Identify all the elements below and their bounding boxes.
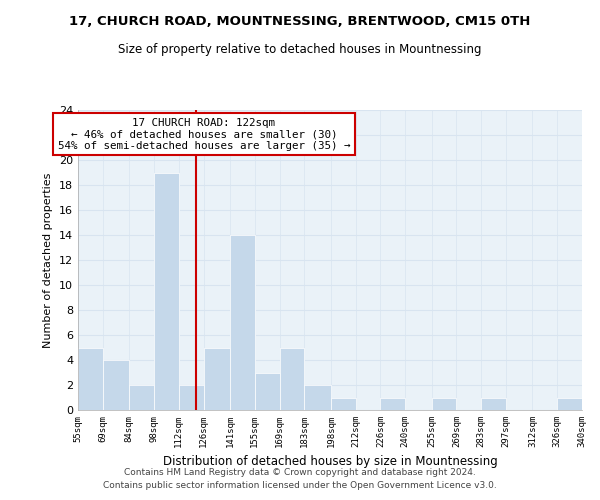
Text: Size of property relative to detached houses in Mountnessing: Size of property relative to detached ho… bbox=[118, 42, 482, 56]
Bar bbox=[255, 372, 280, 410]
Text: Contains HM Land Registry data © Crown copyright and database right 2024.
Contai: Contains HM Land Registry data © Crown c… bbox=[103, 468, 497, 490]
Bar bbox=[230, 235, 255, 410]
Bar bbox=[103, 360, 129, 410]
Bar bbox=[304, 385, 331, 410]
Bar bbox=[431, 398, 457, 410]
Bar bbox=[78, 348, 103, 410]
Bar bbox=[129, 385, 154, 410]
X-axis label: Distribution of detached houses by size in Mountnessing: Distribution of detached houses by size … bbox=[163, 456, 497, 468]
Bar bbox=[179, 385, 203, 410]
Text: 17 CHURCH ROAD: 122sqm
← 46% of detached houses are smaller (30)
54% of semi-det: 17 CHURCH ROAD: 122sqm ← 46% of detached… bbox=[58, 118, 350, 150]
Bar bbox=[481, 398, 506, 410]
Bar bbox=[557, 398, 582, 410]
Y-axis label: Number of detached properties: Number of detached properties bbox=[43, 172, 53, 348]
Bar bbox=[203, 348, 230, 410]
Bar bbox=[331, 398, 356, 410]
Text: 17, CHURCH ROAD, MOUNTNESSING, BRENTWOOD, CM15 0TH: 17, CHURCH ROAD, MOUNTNESSING, BRENTWOOD… bbox=[70, 15, 530, 28]
Bar bbox=[280, 348, 304, 410]
Bar bbox=[380, 398, 405, 410]
Bar bbox=[154, 172, 179, 410]
